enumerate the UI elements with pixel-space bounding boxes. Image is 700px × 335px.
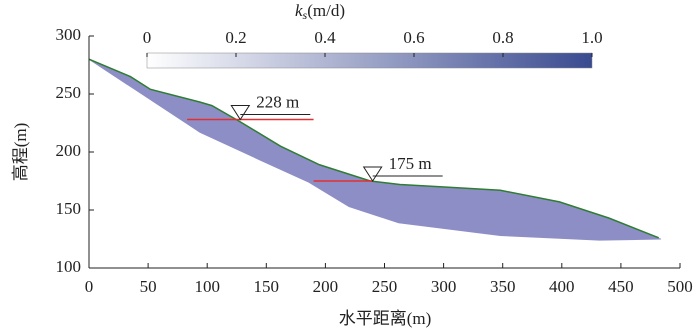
- y-tick-label: 100: [56, 257, 82, 276]
- x-tick-label: 350: [490, 277, 516, 296]
- y-tick-label: 200: [56, 141, 82, 160]
- x-tick-label: 0: [85, 277, 94, 296]
- x-tick-label: 300: [431, 277, 457, 296]
- x-tick-label: 500: [667, 277, 693, 296]
- colorbar: [146, 52, 593, 69]
- colorbar-tick-label: 0.4: [314, 28, 336, 47]
- y-axis-label: 高程(m): [11, 123, 30, 182]
- y-tick-label: 300: [56, 25, 82, 44]
- water-level-label: 228 m: [256, 92, 299, 111]
- colorbar-tick-label: 1.0: [581, 28, 602, 47]
- x-tick-label: 100: [194, 277, 220, 296]
- x-tick-label: 250: [372, 277, 398, 296]
- x-tick-label: 450: [608, 277, 634, 296]
- colorbar-tick-label: 0.8: [492, 28, 513, 47]
- x-tick-label: 200: [313, 277, 339, 296]
- water-marker: [230, 105, 251, 121]
- bottom-boundary: [88, 58, 662, 241]
- water-level-label: 175 m: [389, 154, 432, 173]
- colorbar-tick-label: 0.2: [225, 28, 246, 47]
- y-tick-label: 150: [56, 199, 82, 218]
- slope-body: [89, 59, 662, 241]
- ground-surface: [88, 58, 660, 239]
- colorbar-unit: (m/d): [307, 1, 345, 20]
- x-tick-label: 50: [140, 277, 157, 296]
- colorbar-subscript: s: [303, 8, 308, 22]
- colorbar-tick-label: 0: [143, 28, 152, 47]
- water-marker: [362, 166, 383, 182]
- x-axis-label: 水平距离(m): [339, 309, 432, 328]
- colorbar-symbol: k: [295, 1, 303, 20]
- x-tick-label: 400: [549, 277, 575, 296]
- y-tick-label: 250: [56, 83, 82, 102]
- colorbar-tick-label: 0.6: [403, 28, 424, 47]
- colorbar-title: ks(m/d): [295, 1, 345, 22]
- x-tick-label: 150: [254, 277, 280, 296]
